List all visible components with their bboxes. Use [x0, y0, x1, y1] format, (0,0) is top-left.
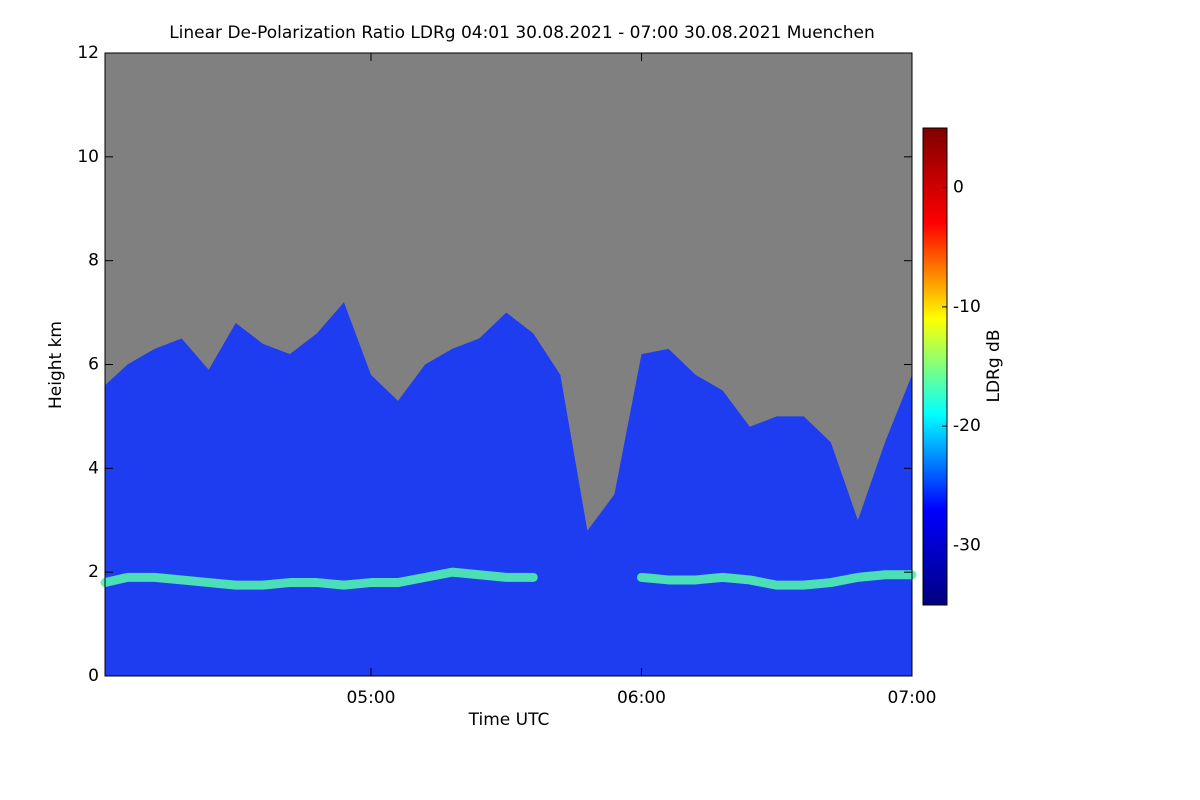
colorbar-tick-label: -30 — [953, 535, 981, 555]
colorbar-tick-label: -10 — [953, 297, 981, 317]
y-tick-label: 10 — [77, 147, 99, 167]
y-tick-label: 0 — [88, 666, 99, 686]
colorbar-tick-label: -20 — [953, 416, 981, 436]
x-axis-label: Time UTC — [468, 710, 550, 730]
aerosol-layer — [636, 570, 917, 590]
y-axis-label: Height km — [46, 321, 66, 409]
colorbar-label: LDRg dB — [984, 329, 1004, 402]
x-tick-label: 05:00 — [346, 688, 395, 708]
x-tick-label: 06:00 — [617, 688, 666, 708]
colorbar — [922, 127, 948, 606]
y-tick-label: 8 — [88, 251, 99, 271]
y-tick-label: 4 — [88, 458, 99, 478]
y-tick-label: 2 — [88, 562, 99, 582]
colorbar-tick-label: 0 — [953, 178, 964, 198]
y-tick-label: 6 — [88, 355, 99, 375]
chart-title: Linear De-Polarization Ratio LDRg 04:01 … — [169, 23, 875, 43]
x-tick-label: 07:00 — [888, 688, 937, 708]
y-tick-label: 12 — [77, 43, 99, 63]
aerosol-layer — [100, 567, 538, 590]
